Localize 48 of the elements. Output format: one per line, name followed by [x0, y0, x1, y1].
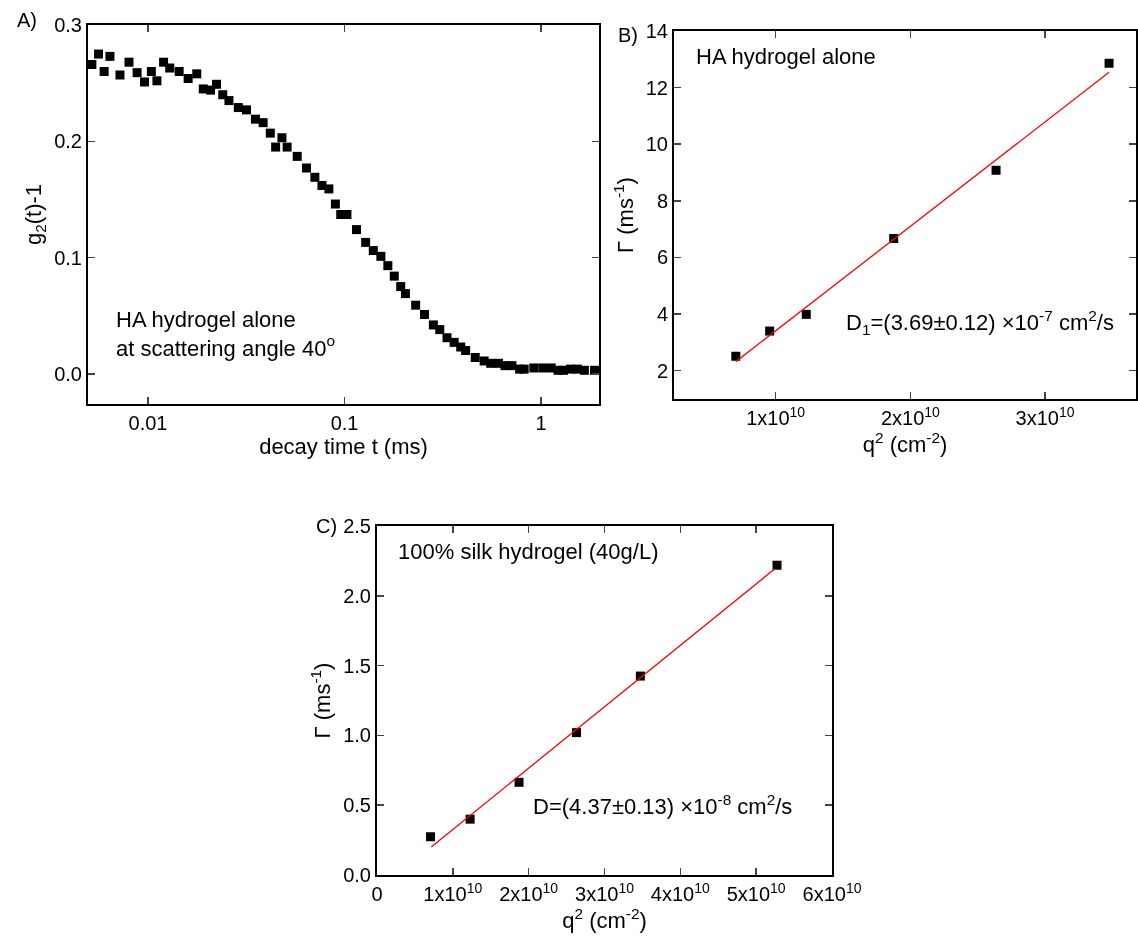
x-tick-label: 6x10$^{10}$: [802, 879, 862, 905]
annotation: HA hydrogel alone at scattering angle 40$^{o}$: [116, 307, 335, 361]
x-tick-label: 3x10$^{10}$: [1015, 403, 1075, 429]
y-tick-label: 12: [645, 76, 668, 99]
x-tick-label: 1: [535, 412, 547, 434]
x-tick-label: 1x10$^{10}$: [423, 879, 483, 905]
y-tick-label: 14: [645, 20, 668, 42]
annotation: D=(4.37±0.13) ×10$^{-8}$ cm$^{2}$/s: [533, 791, 793, 820]
y-tick-label: 10: [645, 133, 668, 156]
point: [801, 309, 811, 319]
x-tick-label: 2x10$^{10}$: [880, 403, 941, 429]
y-tick-label: 0.0: [343, 864, 371, 886]
x-tick-label: 4x10$^{10}$: [650, 879, 711, 905]
x-tick-label: 0: [371, 883, 383, 905]
y-tick-label: 8: [656, 189, 668, 212]
y-tick-label: 2: [656, 359, 668, 382]
x-axis-title: q$^{2}$ (cm$^{-2}$): [862, 429, 948, 458]
y-tick-label: 0.0: [54, 362, 82, 385]
x-tick-label: 0.01: [128, 412, 168, 434]
y-tick-label: 6: [656, 246, 668, 269]
y-tick-label: 2.0: [343, 584, 371, 607]
x-axis-title: decay time t (ms): [259, 434, 428, 460]
point: [465, 814, 475, 824]
y-tick-label: 0.1: [54, 246, 82, 269]
annotation: 100% silk hydrogel (40g/L): [398, 539, 659, 564]
y-tick-label: 1.0: [343, 724, 371, 747]
x-tick-label: 1x10$^{10}$: [746, 403, 806, 429]
annotation: D$_{1}$=(3.69±0.12) ×10$^{-7}$ cm$^{2}$/s: [846, 307, 1114, 338]
x-tick-label: 5x10$^{10}$: [726, 879, 786, 905]
y-tick-label: 1.5: [343, 654, 371, 677]
text: A): [17, 9, 37, 31]
y-tick-label: 0.3: [54, 14, 82, 36]
y-tick-label: 2.5: [343, 515, 371, 537]
x-tick-label: 2x10$^{10}$: [499, 879, 559, 905]
point: [426, 832, 436, 842]
y-tick-label: 0.2: [54, 130, 82, 153]
point: [1104, 58, 1114, 68]
point: [731, 351, 741, 361]
x-tick-label: 3x10$^{10}$: [575, 879, 635, 905]
point: [991, 165, 1001, 175]
annotation: HA hydrogel alone: [696, 44, 876, 69]
text: B): [618, 24, 638, 46]
x-axis-title: q$^{2}$ (cm$^{-2}$): [562, 905, 647, 934]
text: C): [316, 515, 338, 537]
y-tick-label: 4: [656, 303, 668, 326]
point: [772, 560, 782, 570]
y-tick-label: 0.5: [343, 794, 371, 817]
point: [514, 777, 524, 787]
